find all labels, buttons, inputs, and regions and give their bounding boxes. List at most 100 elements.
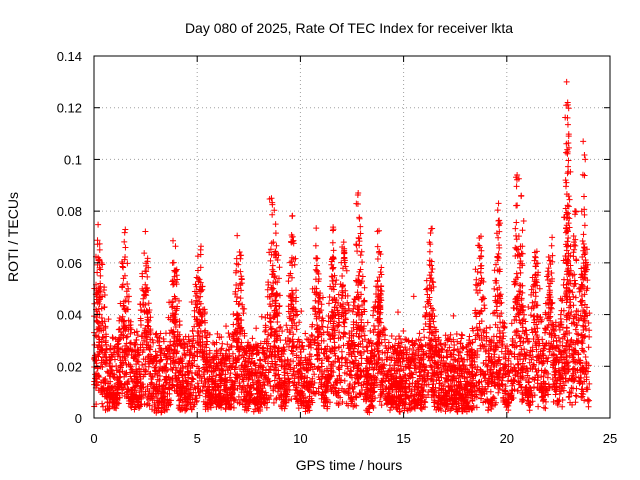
roti-point bbox=[109, 335, 116, 342]
roti-point bbox=[374, 256, 381, 263]
roti-point bbox=[570, 233, 577, 240]
roti-point bbox=[150, 339, 157, 346]
roti-point bbox=[480, 360, 487, 367]
roti-point bbox=[156, 372, 163, 379]
roti-point bbox=[170, 259, 177, 266]
roti-point bbox=[422, 303, 429, 310]
roti-point bbox=[156, 377, 163, 384]
roti-point bbox=[473, 313, 480, 320]
roti-point bbox=[374, 228, 381, 235]
roti-point bbox=[513, 236, 520, 243]
roti-point bbox=[395, 333, 402, 340]
roti-point bbox=[271, 274, 278, 281]
roti-point bbox=[545, 283, 552, 290]
roti-point bbox=[194, 267, 201, 274]
roti-point bbox=[514, 361, 521, 368]
roti-point bbox=[582, 353, 589, 360]
roti-point bbox=[544, 358, 551, 365]
roti-point bbox=[108, 366, 115, 373]
roti-point bbox=[377, 251, 384, 258]
roti-point bbox=[292, 386, 299, 393]
roti-point bbox=[191, 307, 198, 314]
roti-point bbox=[326, 294, 333, 301]
roti-point bbox=[426, 272, 433, 279]
roti-point bbox=[229, 350, 236, 357]
roti-point bbox=[458, 335, 465, 342]
roti-point bbox=[435, 334, 442, 341]
roti-point bbox=[496, 327, 503, 334]
roti-point bbox=[572, 326, 579, 333]
roti-point bbox=[197, 264, 204, 271]
roti-point bbox=[560, 282, 567, 289]
roti-point bbox=[548, 242, 555, 249]
roti-point bbox=[375, 249, 382, 256]
roti-point bbox=[222, 405, 229, 412]
roti-point bbox=[522, 327, 529, 334]
roti-point bbox=[573, 256, 580, 263]
roti-point bbox=[482, 385, 489, 392]
roti-point bbox=[559, 403, 566, 410]
roti-point bbox=[218, 345, 225, 352]
roti-point bbox=[203, 334, 210, 341]
roti-point bbox=[359, 273, 366, 280]
roti-point bbox=[336, 366, 343, 373]
roti-point bbox=[557, 311, 564, 318]
roti-point bbox=[529, 299, 536, 306]
roti-point bbox=[548, 305, 555, 312]
roti-point bbox=[240, 310, 247, 317]
roti-point bbox=[245, 339, 252, 346]
roti-point bbox=[573, 393, 580, 400]
roti-point bbox=[239, 305, 246, 312]
roti-point bbox=[144, 273, 151, 280]
roti-point bbox=[314, 255, 321, 262]
roti-point bbox=[148, 373, 155, 380]
roti-point bbox=[473, 276, 480, 283]
roti-point bbox=[535, 403, 542, 410]
data-points bbox=[91, 78, 593, 416]
roti-point bbox=[312, 242, 319, 249]
roti-point bbox=[193, 304, 200, 311]
roti-point bbox=[292, 255, 299, 262]
roti-point bbox=[498, 348, 505, 355]
roti-point bbox=[531, 325, 538, 332]
roti-point bbox=[170, 237, 177, 244]
roti-point bbox=[284, 356, 291, 363]
roti-point bbox=[528, 286, 535, 293]
roti-point bbox=[267, 382, 274, 389]
roti-point bbox=[325, 318, 332, 325]
roti-point bbox=[485, 407, 492, 414]
roti-point bbox=[429, 278, 436, 285]
roti-point bbox=[370, 312, 377, 319]
roti-point bbox=[526, 338, 533, 345]
roti-point bbox=[320, 337, 327, 344]
roti-point bbox=[286, 329, 293, 336]
roti-point bbox=[237, 252, 244, 259]
roti-point bbox=[172, 324, 179, 331]
roti-point bbox=[496, 244, 503, 251]
roti-point bbox=[487, 324, 494, 331]
roti-point bbox=[358, 248, 365, 255]
roti-point bbox=[124, 333, 131, 340]
roti-point bbox=[481, 302, 488, 309]
roti-point bbox=[258, 313, 265, 320]
roti-point bbox=[517, 269, 524, 276]
roti-point bbox=[97, 272, 104, 279]
roti-point bbox=[192, 281, 199, 288]
roti-point bbox=[257, 340, 264, 347]
roti-point bbox=[188, 406, 195, 413]
roti-point bbox=[122, 244, 129, 251]
roti-point bbox=[367, 327, 374, 334]
roti-point bbox=[289, 213, 296, 220]
roti-point bbox=[473, 324, 480, 331]
roti-point bbox=[378, 288, 385, 295]
roti-point bbox=[568, 309, 575, 316]
roti-point bbox=[335, 365, 342, 372]
roti-point bbox=[226, 334, 233, 341]
roti-point bbox=[121, 229, 128, 236]
roti-point bbox=[545, 254, 552, 261]
roti-point bbox=[583, 359, 590, 366]
roti-point bbox=[550, 398, 557, 405]
roti-point bbox=[318, 301, 325, 308]
roti-point bbox=[241, 332, 248, 339]
roti-point bbox=[388, 404, 395, 411]
